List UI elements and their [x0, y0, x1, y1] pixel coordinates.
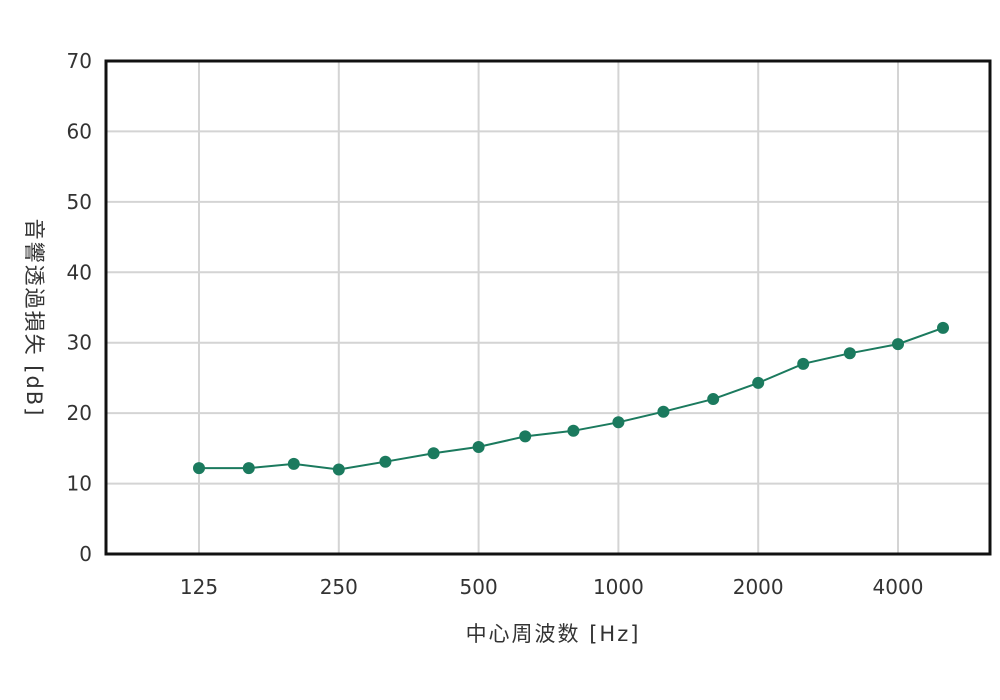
data-point — [427, 447, 440, 460]
data-point — [612, 416, 625, 429]
y-tick-label: 20 — [67, 401, 92, 425]
y-tick-label: 10 — [67, 472, 92, 496]
x-tick-label: 4000 — [873, 575, 924, 599]
data-point — [567, 424, 580, 437]
data-point — [657, 405, 670, 418]
data-point — [519, 430, 532, 443]
y-axis-ticks: 0 10 20 30 40 50 60 70 — [67, 49, 92, 566]
data-point — [797, 357, 810, 370]
data-point — [193, 462, 205, 475]
data-point — [843, 347, 856, 360]
y-tick-label: 70 — [67, 49, 92, 73]
data-point — [752, 376, 765, 389]
data-point — [937, 321, 950, 334]
data-point — [379, 455, 392, 468]
x-tick-label: 500 — [460, 575, 498, 599]
x-tick-label: 1000 — [593, 575, 644, 599]
y-tick-label: 30 — [67, 331, 92, 355]
data-point — [892, 338, 904, 351]
y-tick-label: 40 — [67, 260, 92, 284]
x-tick-label: 2000 — [733, 575, 784, 599]
x-axis-ticks: 125 250 500 1000 2000 4000 — [180, 575, 924, 599]
x-axis-title: 中心周波数 [Hz] — [466, 622, 641, 646]
data-point — [332, 463, 345, 476]
data-point — [707, 393, 720, 406]
y-tick-label: 50 — [67, 190, 92, 214]
y-tick-label: 60 — [67, 119, 92, 143]
x-tick-label: 125 — [180, 575, 218, 599]
x-tick-label: 250 — [320, 575, 358, 599]
y-axis-title: 音響透過損失 [dB] — [22, 219, 46, 418]
data-point — [287, 457, 300, 470]
plot-frame — [104, 59, 992, 556]
data-point — [242, 462, 255, 475]
grid — [106, 61, 990, 554]
data-point — [472, 440, 485, 453]
series-line — [199, 326, 944, 471]
series-group — [193, 321, 950, 476]
y-tick-label: 0 — [79, 542, 92, 566]
